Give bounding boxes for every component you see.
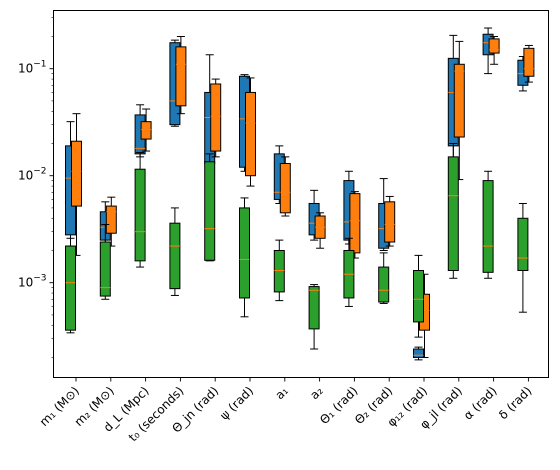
box-1-2 [140, 108, 152, 152]
y-tick-label: 10−3 [18, 274, 47, 290]
box-1-9 [384, 195, 396, 247]
box-iqr [447, 156, 459, 272]
box-1-7 [314, 212, 326, 249]
box-iqr [204, 161, 216, 261]
box-iqr [413, 348, 424, 358]
box-1-5 [245, 77, 256, 187]
box-iqr [210, 83, 222, 152]
x-tick-label: ψ (rad) [217, 384, 256, 423]
box-1-12 [488, 36, 500, 65]
box-iqr [488, 38, 500, 54]
box-2-4 [204, 153, 216, 262]
box-iqr [71, 140, 82, 207]
box-iqr [453, 63, 465, 138]
x-tick-label: a₁ [272, 384, 291, 403]
box-iqr [105, 205, 117, 234]
box-iqr [384, 201, 396, 243]
box-2-0 [65, 237, 76, 334]
box-iqr [169, 222, 181, 290]
box-iqr [239, 207, 250, 299]
box-1-4 [210, 78, 222, 158]
x-tick-label: α (rad) [461, 384, 500, 423]
box-1-8 [349, 191, 361, 259]
x-tick-label: δ (rad) [496, 384, 534, 422]
box-2-5 [239, 197, 250, 318]
box-2-3 [169, 207, 181, 296]
box-iqr [349, 193, 361, 254]
box-1-0 [71, 113, 82, 256]
box-1-6 [279, 156, 291, 217]
box-2-8 [343, 237, 355, 307]
box-iqr [65, 245, 76, 331]
y-axis: 10−3 10−2 10−1 [18, 17, 54, 358]
y-tick-label: 10−1 [18, 60, 47, 76]
box-1-13 [523, 44, 535, 83]
x-tick-label: a₂ [307, 384, 326, 403]
box-2-10 [413, 254, 424, 338]
box-2-6 [273, 239, 285, 302]
box-iqr [245, 91, 256, 177]
y-tick-label: 10−2 [18, 167, 47, 183]
box-2-11 [447, 142, 459, 279]
box-iqr [140, 121, 152, 140]
box-2-12 [482, 170, 494, 279]
box-iqr [308, 286, 320, 330]
x-axis: m₁ (M⊙)m₂ (M⊙)d_L (Mpc)t₀ (seconds)Θ_jn … [37, 377, 535, 444]
box-iqr [413, 270, 424, 323]
box-1-1 [105, 196, 117, 247]
box-iqr [482, 180, 494, 273]
box-iqr [134, 168, 146, 262]
box-2-9 [378, 252, 390, 304]
box-iqr [273, 249, 285, 293]
box-1-3 [175, 36, 187, 115]
box-iqr [523, 47, 535, 77]
box-0-10 [413, 346, 424, 361]
plot-frame [53, 10, 549, 378]
box-2-7 [308, 284, 320, 350]
box-iqr [378, 266, 390, 303]
box-iqr [99, 241, 111, 297]
boxes-layer [65, 27, 535, 361]
box-iqr [279, 163, 291, 214]
box-2-2 [134, 151, 146, 268]
box-iqr [517, 217, 529, 272]
box-2-1 [99, 223, 111, 300]
box-1-11 [453, 40, 465, 181]
box-iqr [175, 46, 187, 107]
box-2-13 [517, 202, 529, 313]
